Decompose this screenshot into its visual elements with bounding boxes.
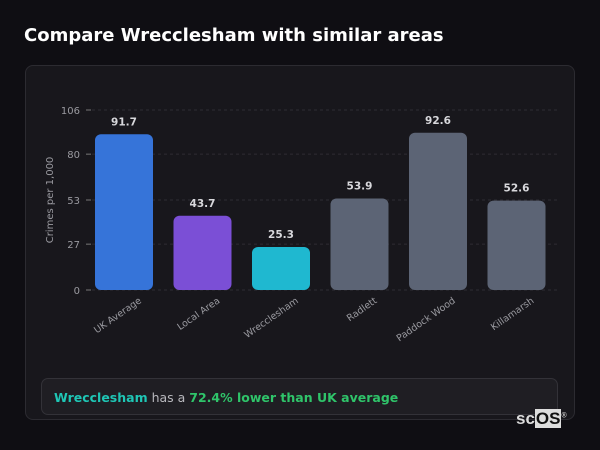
y-tick-label: 27 (67, 240, 80, 251)
summary-area: Wrecclesham (54, 390, 148, 405)
x-tick-label: UK Average (92, 295, 144, 336)
x-tick-label: Local Area (175, 295, 222, 332)
data-label: 52.6 (504, 183, 530, 195)
summary-result: 72.4% lower than UK average (189, 390, 399, 405)
data-label: 92.6 (425, 115, 451, 127)
x-tick-label: Killamarsh (489, 295, 536, 333)
bar-killamarsh (487, 200, 546, 290)
data-label: 91.7 (111, 116, 137, 128)
data-label: 53.9 (347, 180, 373, 192)
data-label: 25.3 (268, 229, 294, 241)
data-label: 43.7 (190, 198, 216, 210)
scos-logo: scOS® (516, 409, 567, 428)
comparison-summary: Wrecclesham has a 72.4% lower than UK av… (41, 378, 558, 415)
x-tick-label: Paddock Wood (395, 295, 458, 344)
y-axis-label: Crimes per 1,000 (45, 157, 56, 244)
bar-radlett (330, 198, 389, 290)
y-tick-label: 0 (74, 286, 80, 297)
page-title: Compare Wrecclesham with similar areas (24, 25, 444, 46)
y-tick-label: 106 (61, 106, 80, 117)
x-tick-label: Wrecclesham (242, 295, 300, 340)
bar-local-area (173, 215, 232, 290)
x-tick-label: Radlett (345, 295, 380, 324)
y-tick-label: 53 (67, 196, 80, 207)
bar-uk-average (95, 134, 153, 290)
bar-wrecclesham (252, 247, 310, 290)
summary-middle: has a (147, 390, 190, 405)
bar-paddock-wood (409, 132, 467, 290)
y-tick-label: 80 (67, 150, 80, 161)
